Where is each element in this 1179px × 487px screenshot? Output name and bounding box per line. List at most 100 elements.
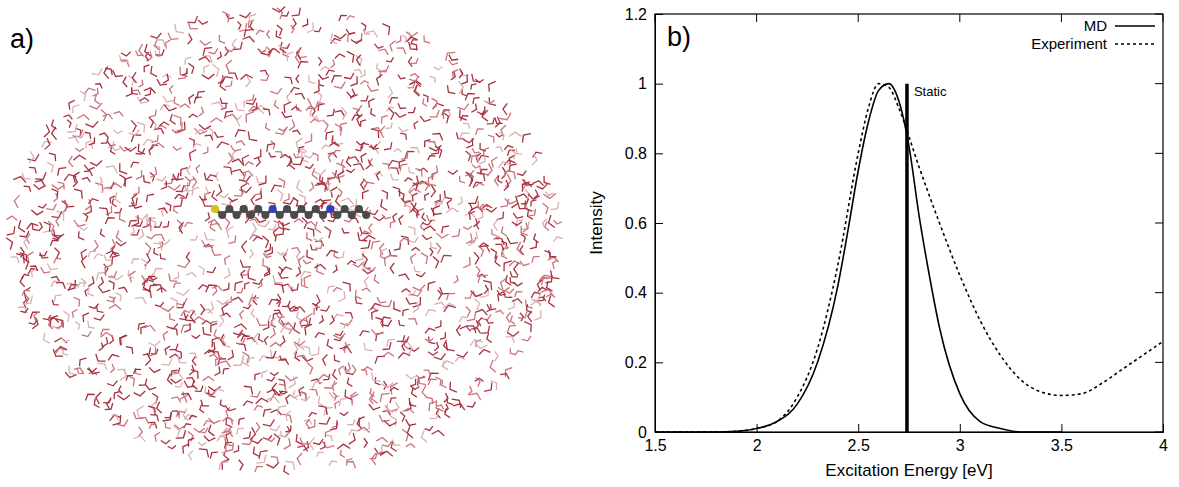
water bbox=[270, 425, 280, 430]
water bbox=[270, 343, 281, 347]
water bbox=[422, 220, 432, 225]
water bbox=[284, 438, 291, 449]
water bbox=[105, 265, 112, 276]
water bbox=[487, 304, 492, 312]
water bbox=[537, 184, 548, 189]
water bbox=[355, 251, 364, 260]
tick-label: 1.2 bbox=[625, 6, 647, 23]
water bbox=[151, 66, 157, 76]
water bbox=[442, 361, 454, 367]
water bbox=[131, 135, 141, 142]
water bbox=[414, 266, 421, 272]
water bbox=[149, 424, 156, 429]
water bbox=[300, 320, 309, 324]
water bbox=[472, 164, 481, 168]
chart-panel: 1.522.533.5400.20.40.60.811.2Excitation … bbox=[587, 6, 1168, 480]
water bbox=[287, 52, 293, 61]
water bbox=[369, 395, 373, 404]
water bbox=[240, 260, 251, 267]
water bbox=[73, 172, 79, 183]
water bbox=[472, 231, 478, 241]
water bbox=[430, 248, 433, 256]
water bbox=[321, 67, 330, 71]
tick: 3 bbox=[956, 424, 965, 454]
water bbox=[267, 377, 275, 381]
water bbox=[432, 98, 437, 107]
water bbox=[331, 187, 337, 198]
tick-label: 1 bbox=[638, 75, 647, 92]
water bbox=[318, 74, 329, 79]
atom bbox=[341, 205, 349, 213]
water bbox=[278, 221, 289, 226]
stick bbox=[905, 84, 909, 432]
water bbox=[319, 417, 330, 424]
water bbox=[282, 301, 290, 307]
water bbox=[351, 39, 362, 43]
water bbox=[480, 143, 486, 151]
water bbox=[434, 354, 445, 360]
water bbox=[412, 176, 418, 186]
water bbox=[90, 160, 102, 165]
water bbox=[355, 146, 363, 151]
water bbox=[217, 436, 226, 441]
plot-area bbox=[655, 84, 1163, 432]
figure: a)1.522.533.5400.20.40.60.811.2Excitatio… bbox=[0, 0, 1179, 487]
water bbox=[149, 277, 157, 280]
water bbox=[318, 57, 321, 65]
water bbox=[428, 352, 438, 356]
water bbox=[155, 432, 160, 441]
water bbox=[13, 177, 26, 183]
water bbox=[133, 90, 140, 95]
water bbox=[333, 369, 337, 379]
water bbox=[398, 274, 409, 280]
water bbox=[41, 267, 51, 273]
water bbox=[501, 278, 507, 289]
water bbox=[534, 233, 539, 242]
water bbox=[256, 422, 260, 432]
water bbox=[424, 370, 431, 375]
water bbox=[47, 264, 58, 270]
water bbox=[203, 376, 215, 380]
water bbox=[466, 174, 475, 178]
water bbox=[145, 384, 156, 390]
water bbox=[182, 68, 187, 75]
water bbox=[95, 95, 100, 104]
water bbox=[428, 379, 437, 385]
water bbox=[391, 383, 398, 395]
water bbox=[94, 254, 103, 259]
water bbox=[302, 346, 310, 355]
water bbox=[193, 317, 205, 322]
water bbox=[63, 200, 68, 212]
water bbox=[242, 171, 252, 176]
water bbox=[301, 271, 312, 277]
water bbox=[272, 383, 276, 394]
water bbox=[57, 182, 64, 190]
atom bbox=[247, 211, 255, 219]
water bbox=[161, 440, 171, 444]
water bbox=[170, 379, 181, 383]
water bbox=[491, 249, 497, 259]
water bbox=[255, 373, 261, 380]
water bbox=[382, 115, 388, 123]
water bbox=[495, 351, 499, 361]
atom bbox=[261, 211, 269, 219]
water bbox=[223, 338, 231, 348]
water bbox=[328, 183, 332, 192]
water bbox=[525, 201, 532, 212]
water bbox=[129, 130, 140, 136]
water bbox=[425, 328, 435, 333]
water bbox=[369, 99, 375, 108]
water bbox=[462, 88, 467, 96]
atom bbox=[305, 211, 313, 219]
water bbox=[69, 284, 78, 290]
water bbox=[138, 323, 145, 330]
water bbox=[199, 125, 211, 130]
water bbox=[175, 122, 182, 131]
water bbox=[280, 355, 287, 360]
water bbox=[195, 130, 205, 134]
water bbox=[23, 295, 32, 304]
water bbox=[414, 121, 418, 129]
water bbox=[465, 293, 472, 298]
water bbox=[216, 185, 222, 197]
water bbox=[252, 439, 263, 444]
